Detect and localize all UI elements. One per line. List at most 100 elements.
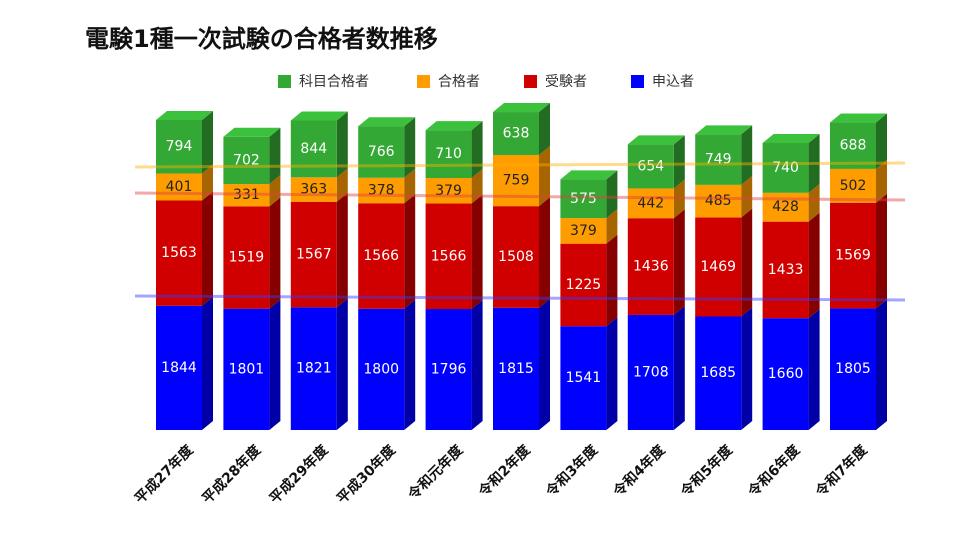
bar-segment [425,177,472,204]
bar-segment [830,308,876,430]
bar-side [336,168,348,202]
bar-segment [358,308,405,430]
legend-swatch [417,75,430,88]
legend-swatch [524,75,537,88]
bar-side [404,168,416,204]
bar-segment [156,120,202,174]
bar-top [425,121,483,131]
bar-side [471,194,483,310]
bar-top [156,111,213,120]
trend-line [134,161,906,169]
plot: 1844 1563 401 794 1801 1519 331 702 1821 1567 363 8… [156,103,887,430]
bar-top [223,127,281,137]
value-label: 740 [772,160,799,176]
value-label: 1569 [835,248,871,264]
value-label: 502 [840,178,867,194]
bar-segment [560,326,607,430]
x-tick-label: 平成29年度 [266,441,332,507]
value-label: 485 [705,193,732,209]
value-label: 1685 [700,365,736,381]
bar-side [741,125,753,185]
bar-top [358,117,416,127]
bar-segment [358,177,405,204]
bar-segment [627,314,674,430]
bar-segment [290,120,337,178]
value-label: 1469 [700,259,736,275]
value-label: 1519 [229,250,265,266]
bar-segment [223,308,270,430]
value-label: 1567 [296,247,332,263]
value-label: 688 [840,138,867,154]
bar-segment [627,218,674,315]
value-label: 1563 [161,245,197,261]
value-label: 1566 [363,248,399,264]
bar-side [876,299,887,430]
bar-side [876,159,887,203]
bar-segment [762,142,809,193]
bar-side [741,208,753,317]
bar-segment [425,130,472,178]
bar-segment [627,144,674,189]
bar-top [560,170,618,180]
bar-side [539,197,550,308]
legend-swatch [278,75,291,88]
value-label: 1821 [296,361,332,377]
bar-side [606,170,618,219]
bar-side [336,111,348,178]
x-tick-label: 令和2年度 [474,441,534,501]
legend-label: 科目合格者 [299,74,369,90]
value-label: 1815 [498,361,534,377]
bar-segment [223,206,270,309]
bar-side [808,183,820,222]
bar-side [269,175,281,207]
trend-line [134,294,906,302]
bar-top [627,135,685,145]
x-tick-label: 平成27年度 [131,441,197,507]
bar-top [762,133,820,143]
x-tick-label: 令和6年度 [744,441,804,501]
trend-lines [134,161,906,302]
bar-segment [156,305,202,430]
bar-side [673,179,685,219]
bar-side [404,117,416,178]
value-label: 1708 [633,364,669,380]
bar-side [539,103,550,156]
value-label: 1225 [566,277,602,293]
bar-top [830,113,887,123]
bar-segment [830,202,876,309]
x-tick-label: 令和3年度 [542,441,602,501]
bar-side [269,127,281,185]
value-label: 749 [705,152,732,168]
bar-segment [560,218,607,244]
value-label: 1805 [835,361,871,377]
bar-side [539,298,550,430]
bar-side [202,111,213,174]
value-label: 844 [300,141,327,157]
bar-top [493,103,550,113]
value-label: 710 [435,146,462,162]
value-label: 379 [570,223,597,239]
value-label: 1801 [229,361,265,377]
bar-side [336,298,348,430]
bar-side [876,193,887,309]
bar-side [202,191,213,306]
bar-segment [762,221,809,319]
bar-segment [223,136,270,185]
bar-segment [358,126,405,178]
bar-segment [695,217,742,317]
value-label: 428 [772,199,799,215]
bar-side [269,197,281,309]
bar-segment [156,200,202,306]
value-label: 575 [570,191,597,207]
value-label: 1566 [431,248,467,264]
bar-segment [358,203,405,309]
value-label: 766 [368,144,395,160]
bar-side [202,296,213,430]
legend-swatch [631,75,644,88]
bar-segment [627,188,674,219]
bar-segment [493,307,539,430]
value-label: 363 [300,182,327,198]
bar-segment [156,173,202,201]
value-label: 654 [637,158,664,174]
